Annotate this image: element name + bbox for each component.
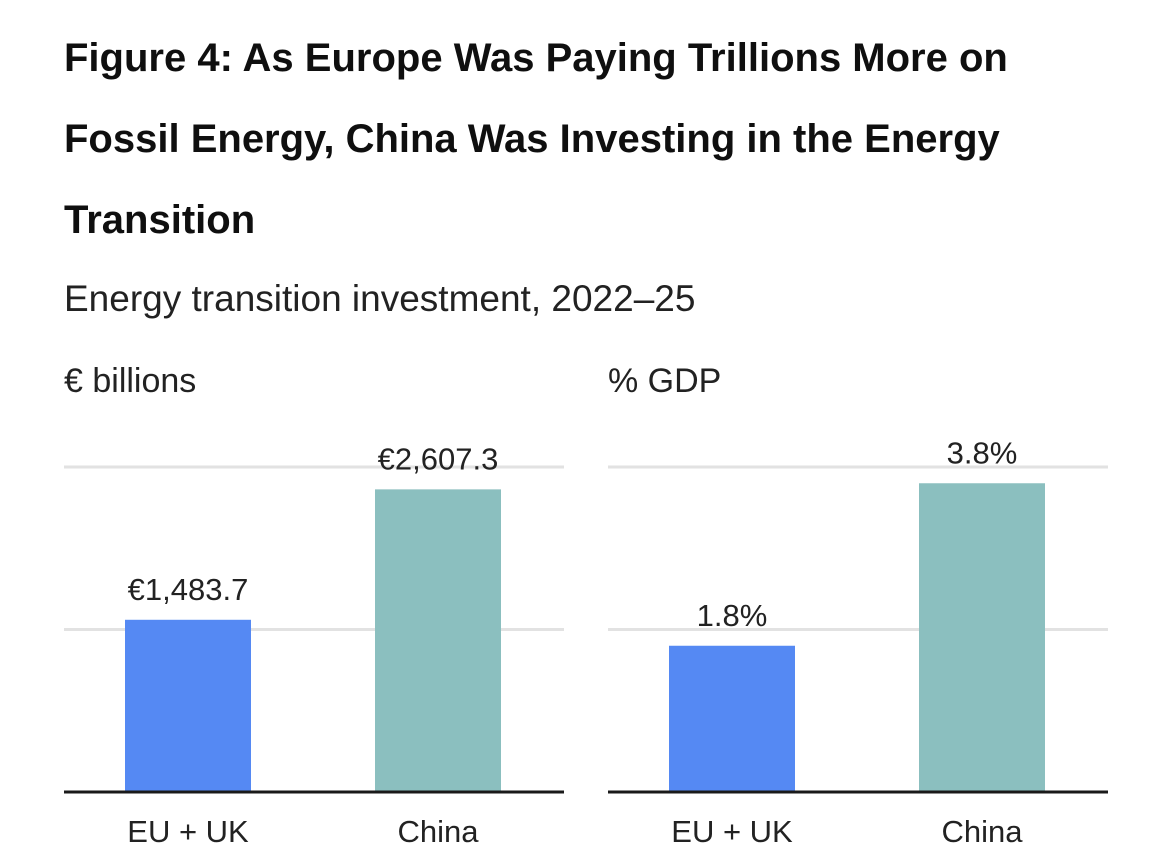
- bar-chart-percent-gdp: 1.8% EU + UK 3.8% China: [608, 435, 1108, 849]
- bar-china: [375, 489, 501, 792]
- chart-subtitle: Energy transition investment, 2022–25: [64, 278, 696, 319]
- tick-label-eu-uk: EU + UK: [127, 814, 249, 849]
- tick-label-china: China: [942, 814, 1024, 849]
- left-panel-unit-label: € billions: [64, 362, 197, 400]
- bar-eu-uk: [669, 645, 795, 792]
- value-label-china: €2,607.3: [378, 441, 499, 476]
- value-label-china: 3.8%: [947, 435, 1018, 470]
- value-label-eu-uk: 1.8%: [697, 598, 768, 633]
- bar-china: [919, 483, 1045, 792]
- chart-title: Figure 4: As Europe Was Paying Trillions…: [64, 36, 1008, 242]
- bar-chart-eur-billions: €1,483.7 EU + UK €2,607.3 China: [64, 441, 564, 849]
- value-label-eu-uk: €1,483.7: [128, 572, 249, 607]
- tick-label-eu-uk: EU + UK: [671, 814, 793, 849]
- bar-eu-uk: [125, 619, 251, 792]
- right-panel-unit-label: % GDP: [608, 362, 722, 400]
- tick-label-china: China: [398, 814, 480, 849]
